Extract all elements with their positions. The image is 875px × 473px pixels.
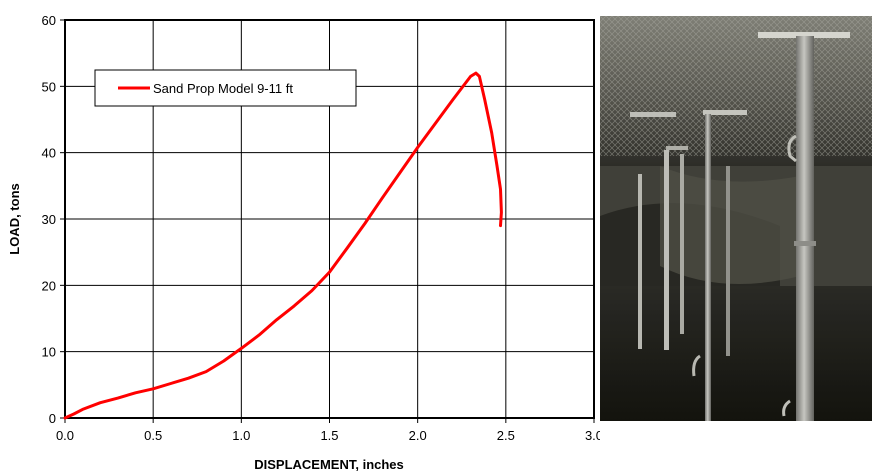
x-tick-label: 0.5 bbox=[144, 428, 162, 443]
y-tick-label: 60 bbox=[42, 13, 56, 28]
y-tick-label: 50 bbox=[42, 79, 56, 94]
legend: Sand Prop Model 9-11 ft bbox=[94, 69, 357, 107]
x-axis-title: DISPLACEMENT, inches bbox=[254, 457, 404, 472]
y-axis-title: LOAD, tons bbox=[7, 183, 22, 255]
x-tick-label: 1.0 bbox=[232, 428, 250, 443]
x-tick-label: 2.5 bbox=[497, 428, 515, 443]
underground-mine-props-photo-icon bbox=[600, 16, 872, 421]
legend-label: Sand Prop Model 9-11 ft bbox=[153, 81, 293, 96]
y-tick-label: 0 bbox=[49, 411, 56, 426]
y-tick-label: 10 bbox=[42, 345, 56, 360]
y-tick-label: 40 bbox=[42, 146, 56, 161]
x-tick-label: 1.5 bbox=[320, 428, 338, 443]
axis-ticks: 0.0 0.5 1.0 1.5 2.0 2.5 3.0 0 10 20 30 40 50 60 bbox=[42, 13, 600, 443]
series-line-sand-prop bbox=[63, 71, 503, 420]
x-tick-label: 0.0 bbox=[56, 428, 74, 443]
x-tick-label: 2.0 bbox=[409, 428, 427, 443]
y-tick-label: 20 bbox=[42, 278, 56, 293]
x-tick-label: 3.0 bbox=[585, 428, 600, 443]
load-displacement-chart: 0.0 0.5 1.0 1.5 2.0 2.5 3.0 0 10 20 30 40 50 60 Sand … bbox=[7, 13, 600, 472]
y-tick-label: 30 bbox=[42, 212, 56, 227]
mine-photo bbox=[600, 16, 872, 421]
